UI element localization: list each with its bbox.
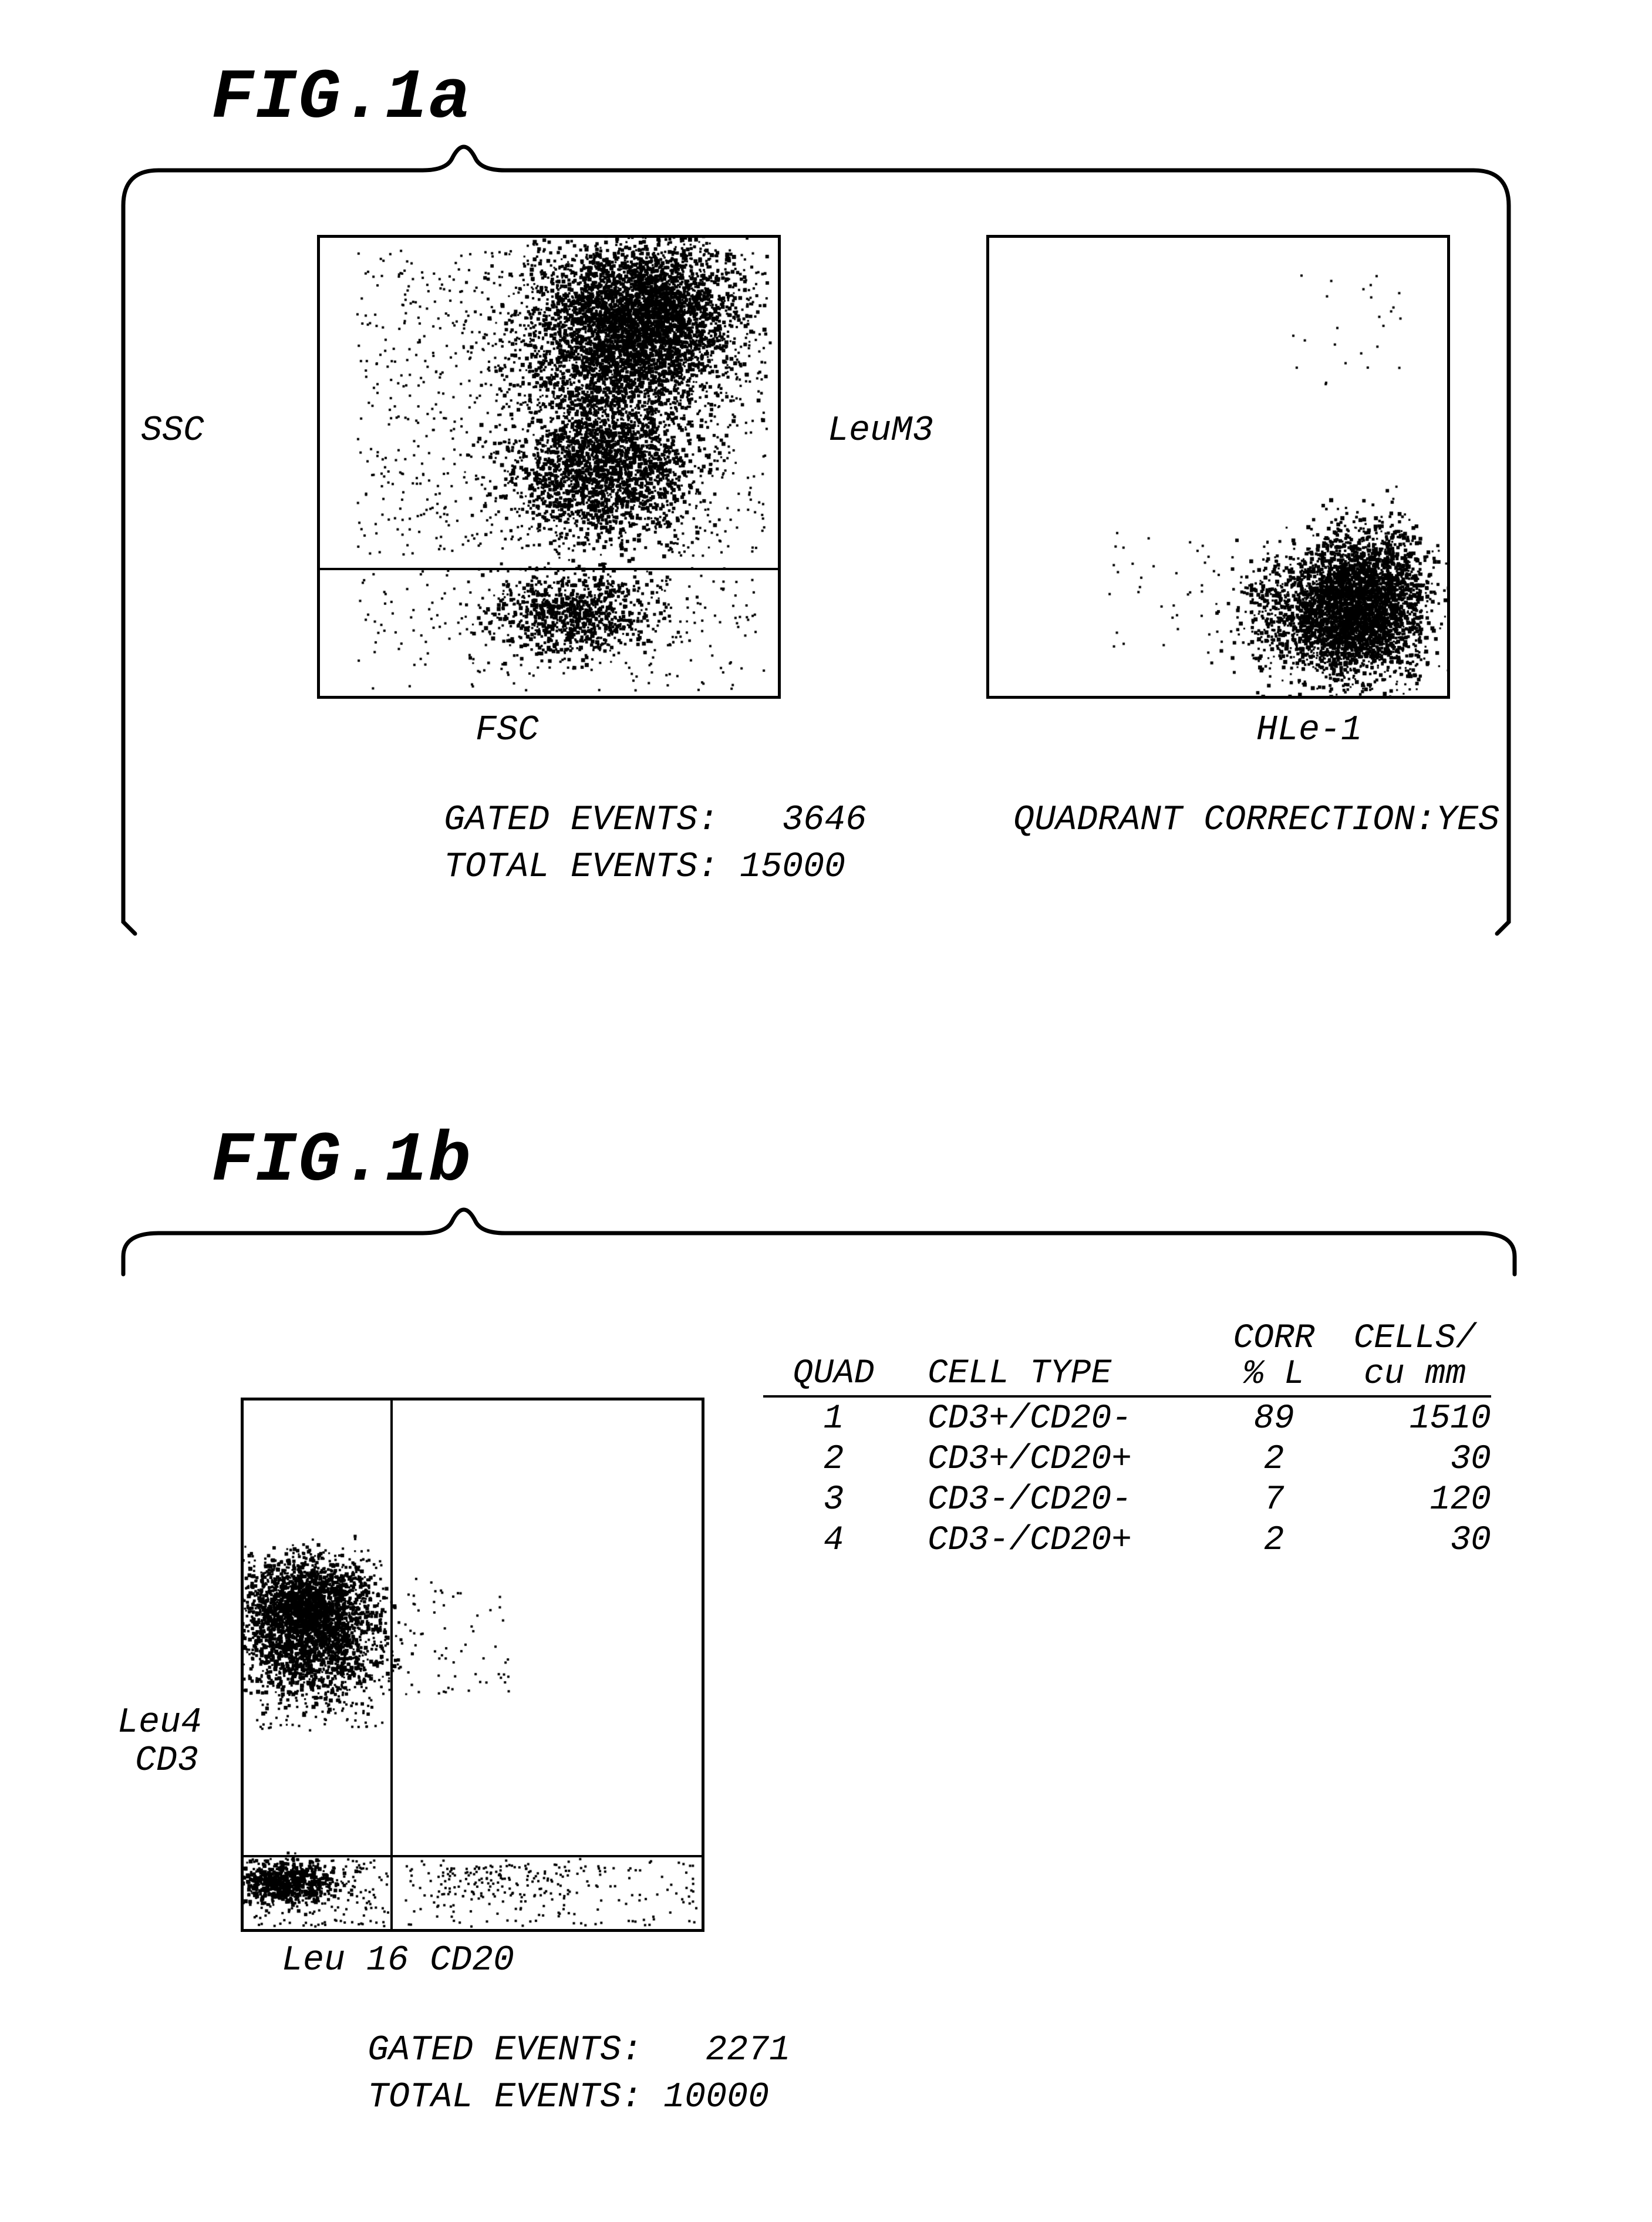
fig1b-th-quad-text: QUAD	[793, 1355, 874, 1393]
fig1a-left-xlabel: FSC	[476, 711, 539, 750]
fig1a-left-scatter	[320, 238, 778, 696]
fig1b-th-cells: CELLS/ cu mm	[1339, 1321, 1491, 1398]
fig1b-scatter	[244, 1400, 702, 1929]
fig1b-quad-vline	[390, 1400, 393, 1929]
fig1b-ylabel-2: CD3	[135, 1741, 198, 1781]
fig1a-left-total-label: TOTAL EVENTS:	[444, 847, 719, 887]
fig1b-table-body: 1CD3+/CD20-8915102CD3+/CD20+2303CD3-/CD2…	[763, 1400, 1491, 1560]
fig1a-right-ylabel: LeuM3	[828, 411, 933, 451]
fig1b-quad-hline	[244, 1855, 702, 1857]
fig1a-left-total: TOTAL EVENTS: 15000	[317, 807, 845, 927]
fig1b-td-pct: 89	[1209, 1400, 1339, 1438]
fig1b-table-row: 2CD3+/CD20+230	[763, 1440, 1491, 1479]
fig1b-th-celltype-text: CELL TYPE	[928, 1355, 1111, 1393]
fig1b-total-value: 10000	[663, 2078, 769, 2117]
fig1b-plotbox	[241, 1398, 704, 1932]
page: FIG.1a SSC FSC GATED EVENTS: 3646 TOTAL …	[0, 0, 1652, 2222]
fig1a-left-panel: SSC FSC GATED EVENTS: 3646 TOTAL EVENTS:…	[247, 235, 892, 881]
fig1b-table-header-row: QUAD CELL TYPE CORR % L CELLS/ cu mm	[763, 1321, 1491, 1398]
fig1a-left-plotbox	[317, 235, 781, 699]
fig1b-td-type: CD3+/CD20-	[904, 1400, 1209, 1438]
fig1b-th-cells-top: CELLS/	[1354, 1321, 1476, 1357]
fig1b-brace	[112, 1210, 1532, 1280]
fig1b-td-cells: 120	[1339, 1481, 1491, 1519]
fig1b-th-corrpct-top: CORR	[1233, 1321, 1314, 1357]
fig1b-total-label: TOTAL EVENTS:	[368, 2078, 642, 2117]
fig1b-td-pct: 7	[1209, 1481, 1339, 1519]
fig1a-title: FIG.1a	[211, 59, 472, 139]
fig1b-td-type: CD3+/CD20+	[904, 1440, 1209, 1479]
fig1b-td-quad: 4	[763, 1521, 904, 1560]
fig1b-td-type: CD3-/CD20-	[904, 1481, 1209, 1519]
fig1b-panel: Leu4 CD3 Leu 16 CD20 GATED EVENTS: 2271 …	[164, 1398, 810, 2102]
fig1a-right-xlabel: HLe-1	[1256, 711, 1362, 750]
fig1a-left-total-value: 15000	[740, 847, 845, 887]
fig1b-total: TOTAL EVENTS: 10000	[241, 2038, 769, 2157]
fig1b-table-row: 1CD3+/CD20-891510	[763, 1400, 1491, 1438]
fig1b-ylabel-1: Leu4	[117, 1703, 202, 1743]
fig1b-td-type: CD3-/CD20+	[904, 1521, 1209, 1560]
fig1b-td-quad: 2	[763, 1440, 904, 1479]
fig1b-th-corrpct-bot: % L	[1243, 1357, 1304, 1393]
fig1b-td-pct: 2	[1209, 1440, 1339, 1479]
fig1a-right-scatter	[989, 238, 1447, 696]
fig1a-right-panel: LeuM3 HLe-1 QUADRANT CORRECTION:YES	[951, 235, 1538, 881]
fig1b-title: FIG.1b	[211, 1122, 472, 1201]
fig1b-td-cells: 30	[1339, 1521, 1491, 1560]
fig1b-xlabel: Leu 16 CD20	[282, 1941, 514, 1981]
fig1b-td-cells: 30	[1339, 1440, 1491, 1479]
fig1b-td-quad: 1	[763, 1400, 904, 1438]
fig1a-right-quadcorr-label: QUADRANT CORRECTION:	[1013, 800, 1436, 840]
fig1b-td-cells: 1510	[1339, 1400, 1491, 1438]
fig1a-left-ylabel: SSC	[141, 411, 204, 451]
fig1a-right-quadcorr-value: YES	[1436, 800, 1499, 840]
fig1a-right-quadcorr: QUADRANT CORRECTION:YES	[886, 760, 1499, 880]
fig1b-table: QUAD CELL TYPE CORR % L CELLS/ cu mm 1CD…	[763, 1321, 1491, 1560]
fig1b-th-cells-bot: cu mm	[1364, 1357, 1466, 1393]
fig1a-right-plotbox	[986, 235, 1450, 699]
fig1b-th-celltype: CELL TYPE	[904, 1321, 1209, 1398]
fig1b-td-quad: 3	[763, 1481, 904, 1519]
fig1a-left-gate-line	[320, 568, 778, 570]
fig1b-th-quad: QUAD	[763, 1321, 904, 1398]
fig1b-table-row: 4CD3-/CD20+230	[763, 1521, 1491, 1560]
fig1b-th-corrpct: CORR % L	[1209, 1321, 1339, 1398]
fig1b-table-row: 3CD3-/CD20-7120	[763, 1481, 1491, 1519]
fig1b-td-pct: 2	[1209, 1521, 1339, 1560]
